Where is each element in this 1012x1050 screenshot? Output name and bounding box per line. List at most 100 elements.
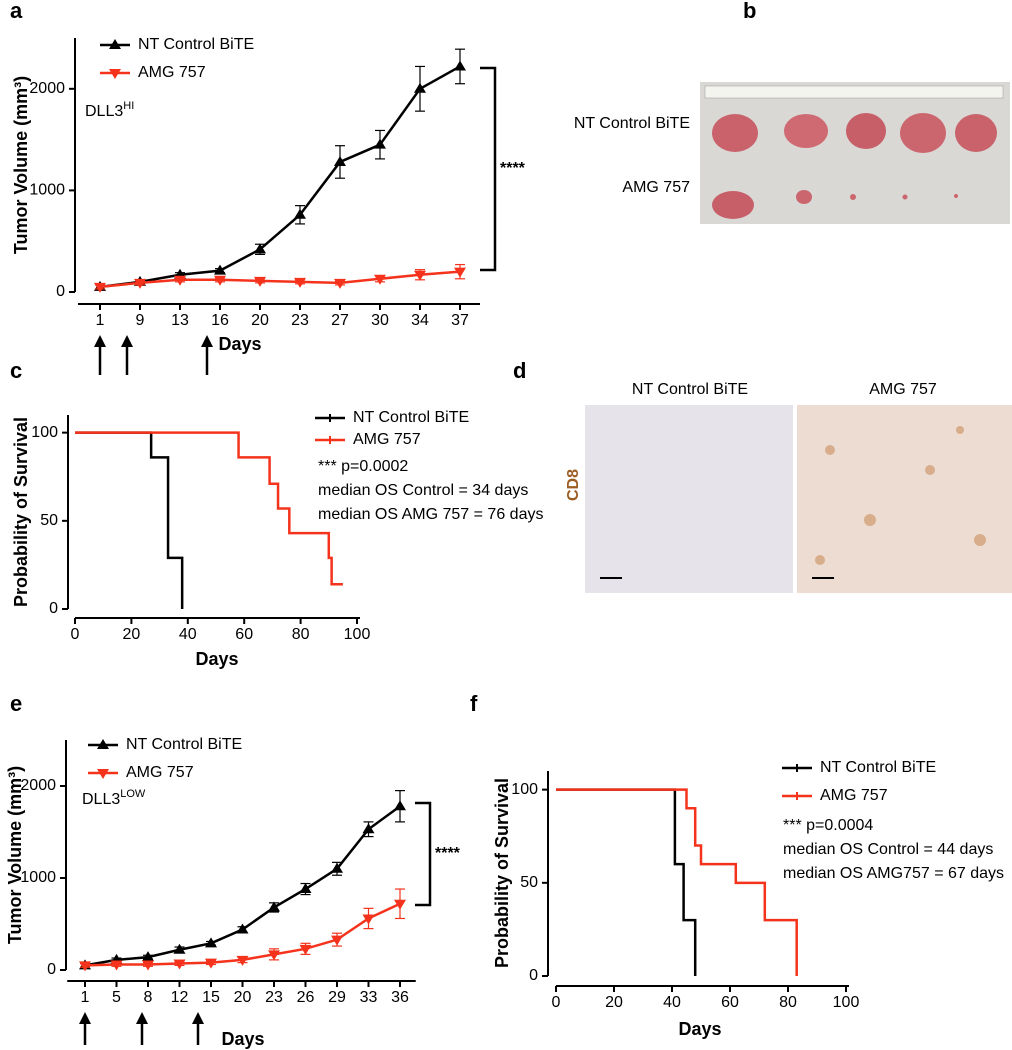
x-tick-label: 36 [391, 989, 409, 1006]
x-tick-label: 20 [234, 989, 252, 1006]
x-tick-label: 26 [297, 989, 315, 1006]
legend-label: AMG 757 [820, 787, 888, 804]
annotation: median OS AMG757 = 67 days [783, 865, 1004, 882]
marker [334, 155, 346, 166]
annotation: *** p=0.0002 [318, 458, 408, 475]
annotation: DLL3HI [85, 100, 134, 120]
x-tick-label: 33 [360, 989, 378, 1006]
x-axis-title: Days [221, 1029, 264, 1049]
legend-label: AMG 757 [138, 64, 206, 81]
y-tick-label: 1000 [20, 869, 56, 886]
x-tick-label: 0 [71, 626, 80, 643]
annotation: median OS Control = 34 days [318, 482, 528, 499]
y-tick-label: 50 [40, 512, 58, 529]
annotation: *** p=0.0004 [783, 817, 873, 834]
legend-label: NT Control BiTE [820, 759, 936, 776]
x-axis-title: Days [218, 334, 261, 354]
y-axis-title: Probability of Survival [492, 778, 512, 968]
annotation-superscript: LOW [120, 788, 146, 800]
legend-marker [109, 39, 121, 49]
marker [142, 960, 154, 971]
panel-letter: c [10, 358, 22, 383]
legend-label: NT Control BiTE [126, 736, 242, 753]
marker [394, 800, 406, 811]
y-tick-label: 0 [56, 283, 65, 300]
y-tick-label: 0 [529, 967, 538, 984]
x-tick-label: 20 [123, 626, 141, 643]
marker [205, 937, 217, 948]
dose-arrow-head [94, 335, 106, 347]
marker [214, 264, 226, 275]
annotation-superscript: HI [123, 100, 134, 112]
y-axis-title: Probability of Survival [11, 417, 31, 607]
marker [454, 60, 466, 71]
significance: **** [435, 845, 461, 862]
marker [374, 138, 386, 149]
panel-letter: b [743, 0, 756, 23]
significance: **** [500, 160, 526, 177]
legend-label: AMG 757 [353, 431, 421, 448]
dose-arrow-head [201, 335, 213, 347]
annotation: median OS Control = 44 days [783, 841, 993, 858]
x-tick-label: 60 [721, 994, 739, 1011]
legend-label: NT Control BiTE [138, 36, 254, 53]
legend-marker [109, 69, 121, 79]
dose-arrow-head [79, 1012, 91, 1024]
x-tick-label: 60 [235, 626, 253, 643]
x-tick-label: 1 [96, 312, 105, 329]
x-tick-label: 34 [411, 312, 429, 329]
survival-curve [75, 431, 184, 609]
marker [331, 862, 343, 873]
marker [331, 935, 343, 946]
x-axis-title: Days [678, 1019, 721, 1039]
marker [254, 243, 266, 254]
tumor-photo [700, 82, 1010, 224]
marker [142, 951, 154, 962]
marker [454, 267, 466, 278]
x-tick-label: 8 [144, 989, 153, 1006]
panel-letter: e [10, 691, 22, 716]
photo-title: AMG 757 [869, 381, 937, 398]
marker [173, 943, 186, 954]
x-axis-title: Days [195, 649, 238, 669]
x-tick-label: 15 [202, 989, 220, 1006]
dose-arrow-head [121, 335, 133, 347]
annotation-text: DLL3 [82, 791, 120, 808]
marker [414, 270, 426, 281]
dose-arrow-head [136, 1012, 148, 1024]
y-tick-label: 100 [511, 781, 538, 798]
x-tick-label: 12 [171, 989, 189, 1006]
photo-label: AMG 757 [622, 179, 690, 196]
x-tick-label: 23 [265, 989, 283, 1006]
x-tick-label: 16 [211, 312, 229, 329]
marker [254, 276, 266, 287]
panel-letter: f [470, 691, 478, 716]
y-tick-label: 2000 [29, 80, 65, 97]
x-tick-label: 13 [171, 312, 189, 329]
x-tick-label: 100 [344, 626, 371, 643]
x-tick-label: 1 [81, 989, 90, 1006]
legend-label: AMG 757 [126, 764, 194, 781]
x-tick-label: 100 [833, 994, 860, 1011]
marker [214, 275, 226, 286]
x-tick-label: 80 [292, 626, 310, 643]
y-tick-label: 0 [49, 600, 58, 617]
x-tick-label: 0 [552, 994, 561, 1011]
stain-label: CD8 [565, 469, 582, 501]
marker [294, 277, 306, 288]
legend-marker [97, 769, 109, 779]
marker [268, 950, 280, 961]
series-line [99, 270, 461, 289]
marker [236, 955, 249, 966]
annotation: median OS AMG 757 = 76 days [318, 506, 543, 523]
marker [268, 901, 280, 912]
x-tick-label: 40 [179, 626, 197, 643]
x-tick-label: 29 [328, 989, 346, 1006]
significance-bracket [415, 801, 432, 907]
dose-arrow-head [192, 1012, 204, 1024]
marker [110, 960, 123, 971]
panel-letter: a [10, 0, 23, 23]
y-axis-title: Tumor Volume (mm³) [5, 766, 25, 944]
marker [299, 944, 312, 955]
photo-title: NT Control BiTE [632, 381, 748, 398]
